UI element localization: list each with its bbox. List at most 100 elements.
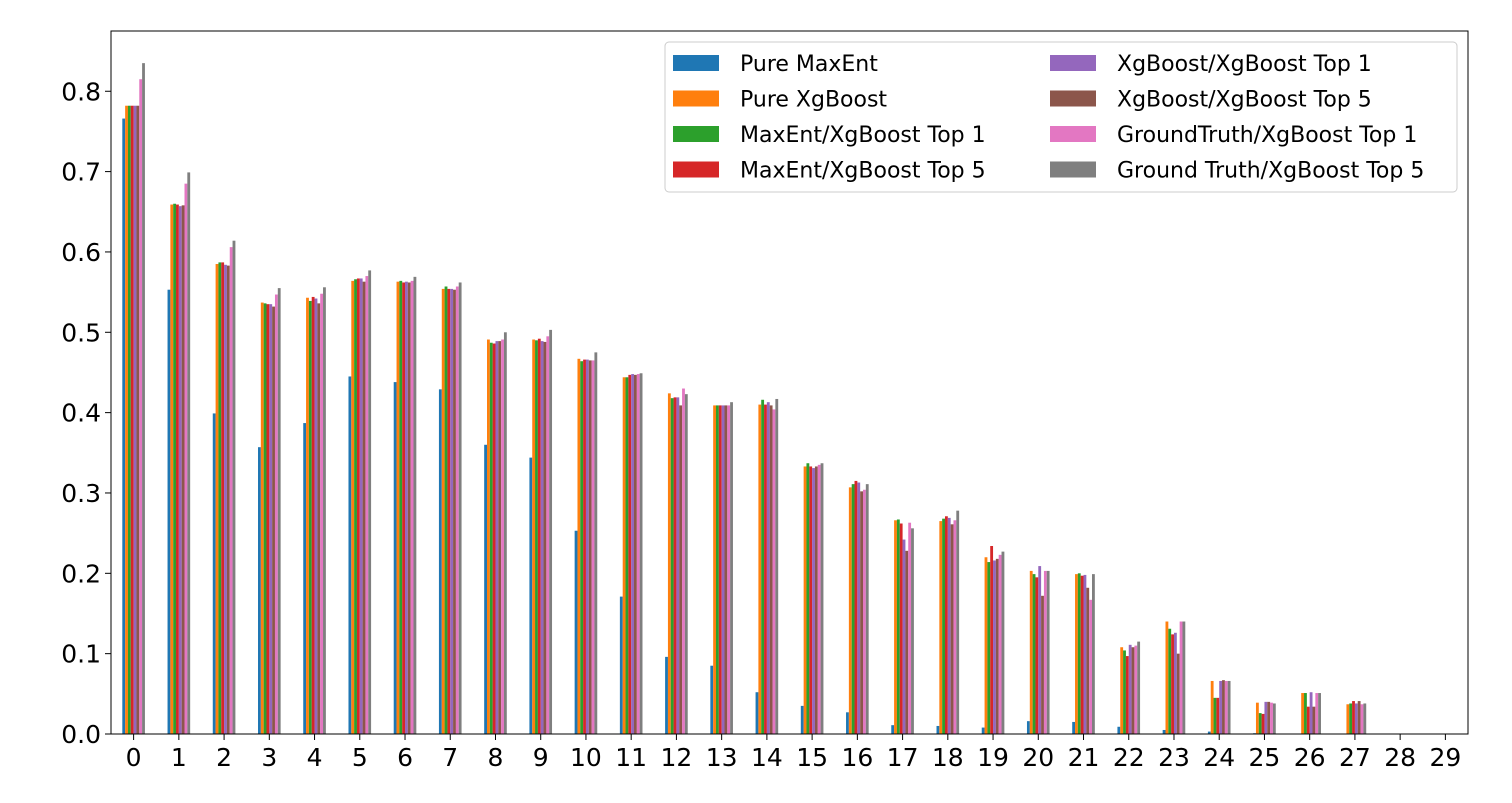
bar: [622, 377, 626, 734]
bar: [269, 304, 273, 734]
bar: [537, 338, 541, 734]
bar: [393, 382, 397, 734]
bar: [619, 596, 623, 734]
bar: [1301, 693, 1305, 734]
bar: [277, 288, 281, 734]
bar: [1304, 693, 1307, 734]
bar: [848, 487, 852, 734]
bar: [453, 289, 456, 734]
bar: [167, 289, 171, 734]
x-tick-label: 14: [751, 743, 783, 772]
legend-label: Pure XgBoost: [740, 88, 887, 113]
bar: [501, 339, 504, 734]
bar: [857, 482, 861, 734]
bar: [356, 278, 360, 734]
bar: [263, 303, 267, 734]
bar: [800, 705, 804, 734]
bar: [817, 464, 821, 734]
bar: [905, 550, 909, 734]
bar: [1213, 697, 1217, 734]
bar: [636, 374, 640, 734]
bar: [1038, 566, 1042, 734]
bar: [303, 423, 307, 734]
bar: [628, 374, 632, 734]
bar: [1179, 621, 1183, 734]
x-tick-label: 16: [841, 743, 873, 772]
bar: [908, 522, 912, 734]
bar: [939, 521, 943, 734]
bar: [1210, 680, 1214, 734]
bar: [1083, 574, 1087, 734]
bar: [495, 341, 499, 734]
bar: [413, 276, 417, 734]
bar: [981, 727, 985, 734]
bar: [410, 280, 414, 734]
bar: [498, 341, 502, 734]
bar: [676, 397, 680, 734]
bar: [944, 516, 948, 734]
bar: [543, 341, 547, 734]
legend-swatch: [673, 55, 719, 71]
bar: [1072, 721, 1076, 734]
legend-swatch: [1050, 126, 1096, 142]
bar: [814, 466, 818, 734]
bar: [775, 398, 779, 734]
y-tick-label: 0.3: [61, 479, 101, 508]
bar: [1224, 680, 1228, 734]
legend-label: Ground Truth/XgBoost Top 5: [1117, 159, 1424, 184]
y-axis: 0.0 0.1 0.2 0.3 0.4 0.5 0.6 0.7 0.8: [61, 77, 111, 749]
x-tick-label: 22: [1113, 743, 1145, 772]
bar: [323, 287, 326, 734]
bar: [139, 79, 143, 734]
bar: [865, 484, 869, 734]
legend-swatch: [1050, 161, 1096, 178]
bar: [368, 270, 372, 734]
bar: [990, 546, 994, 734]
bar: [447, 288, 451, 734]
x-tick-label: 25: [1249, 743, 1281, 772]
bar: [399, 280, 403, 734]
x-tick-label: 17: [887, 743, 919, 772]
bar: [1120, 647, 1124, 734]
bar: [127, 105, 131, 735]
bar: [1137, 641, 1141, 734]
bar: [899, 523, 903, 734]
bar: [894, 520, 897, 734]
bar: [176, 204, 179, 735]
bar: [260, 302, 264, 734]
bar: [995, 558, 999, 734]
bar: [492, 343, 496, 734]
bar: [806, 463, 810, 734]
bar: [724, 405, 728, 734]
bar: [308, 300, 312, 734]
bar: [1026, 721, 1030, 734]
bar: [766, 402, 770, 734]
bar: [221, 262, 225, 734]
y-tick-label: 0.0: [61, 720, 101, 749]
bar: [710, 665, 714, 734]
bar: [1075, 574, 1078, 734]
x-tick-label: 13: [706, 743, 738, 772]
bar: [1001, 551, 1005, 734]
bar: [1222, 680, 1225, 734]
x-tick-label: 2: [216, 743, 232, 772]
bar: [673, 397, 677, 734]
x-tick-label: 15: [796, 743, 828, 772]
x-tick-label: 0: [126, 743, 142, 772]
bar: [716, 405, 719, 734]
bar: [1123, 650, 1126, 734]
bar: [1134, 645, 1138, 734]
bar: [1046, 570, 1050, 734]
x-tick-label: 29: [1429, 743, 1461, 772]
bar: [591, 360, 595, 734]
bar: [942, 518, 945, 734]
bar: [187, 172, 191, 734]
bar: [529, 457, 533, 734]
bar: [489, 342, 493, 734]
bar: [1272, 703, 1276, 734]
legend-swatch: [1050, 55, 1096, 71]
bar: [583, 359, 586, 734]
bar: [987, 562, 991, 734]
x-tick-label: 18: [932, 743, 964, 772]
bar: [1306, 706, 1310, 734]
